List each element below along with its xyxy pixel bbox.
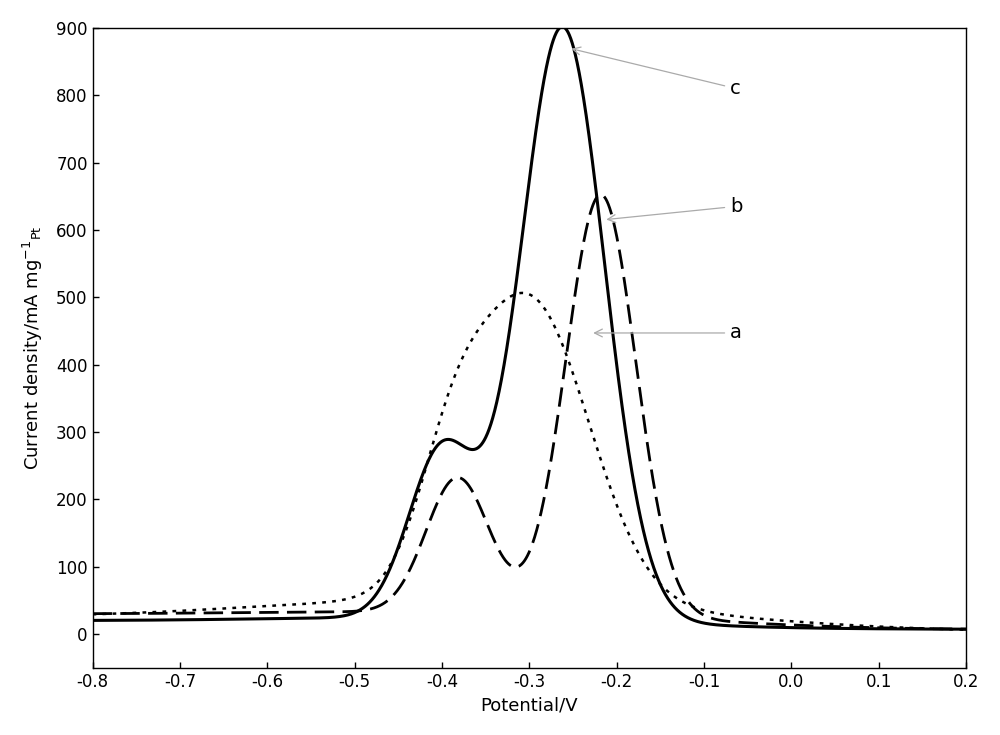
Y-axis label: Current density/mA mg$^{-1}$$_{\mathrm{Pt}}$: Current density/mA mg$^{-1}$$_{\mathrm{P…	[21, 226, 45, 470]
X-axis label: Potential/V: Potential/V	[480, 696, 578, 714]
Text: b: b	[608, 197, 743, 223]
Text: c: c	[573, 47, 741, 98]
Text: a: a	[595, 323, 742, 343]
